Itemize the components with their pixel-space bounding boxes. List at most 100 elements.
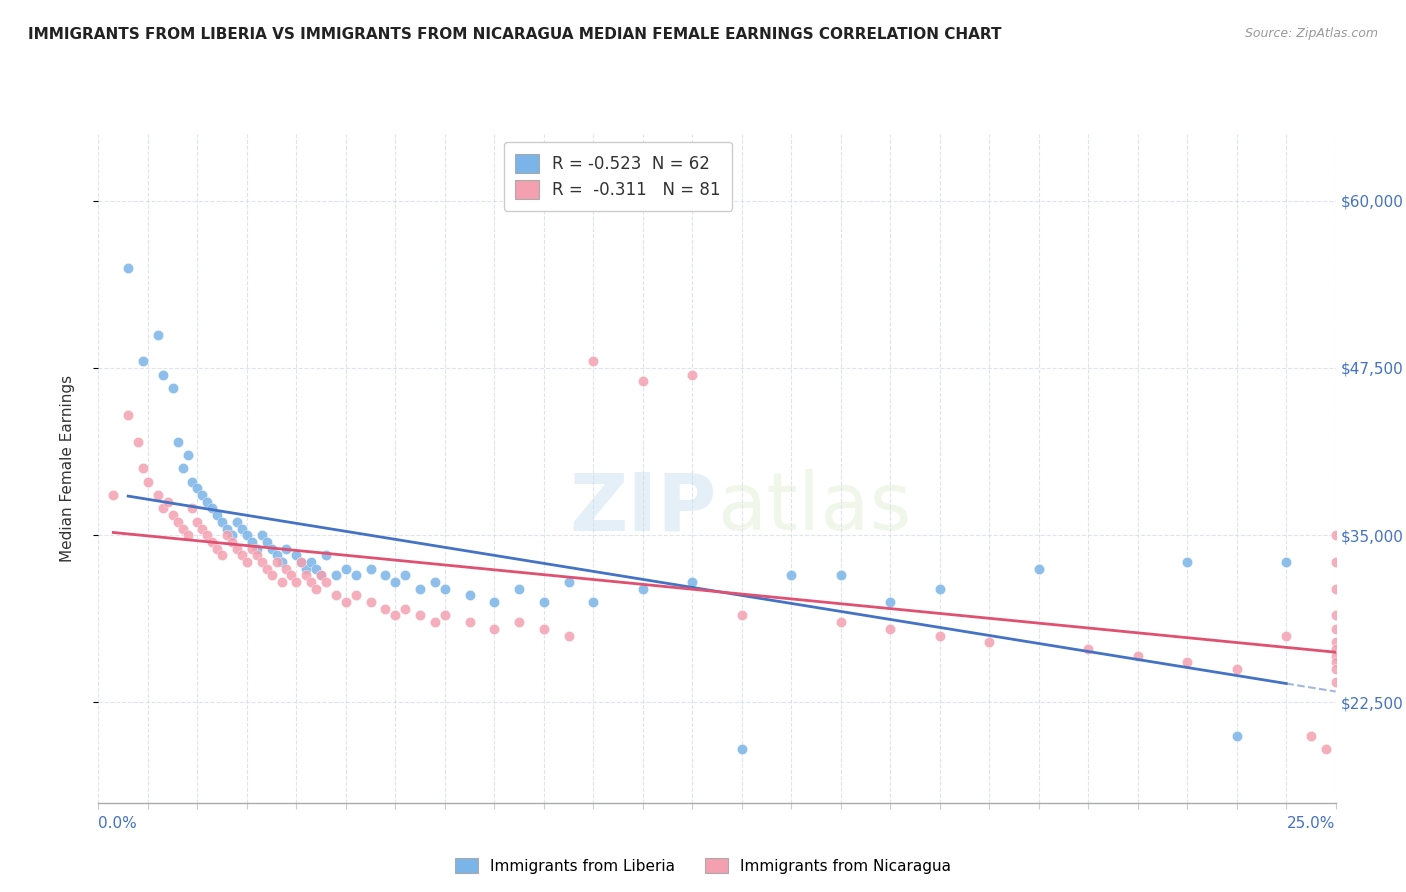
Point (285, 548, 308, 563)
Point (103, 488, 125, 502)
Point (1324, 582, 1347, 596)
Point (1324, 642, 1347, 657)
Text: ZIP: ZIP (569, 469, 717, 548)
Point (423, 615, 446, 630)
Point (433, 608, 456, 623)
Point (132, 461, 155, 475)
Point (195, 528, 218, 542)
Point (231, 548, 253, 563)
Point (231, 521, 253, 535)
Point (1324, 528, 1347, 542)
Point (1126, 648, 1149, 663)
Point (186, 515, 208, 529)
Point (299, 555, 322, 569)
Point (681, 575, 703, 590)
Point (1324, 662, 1347, 676)
Point (136, 475, 159, 489)
Point (1324, 555, 1347, 569)
Point (146, 488, 169, 502)
Point (384, 608, 406, 623)
Point (1299, 729, 1322, 743)
Point (979, 635, 1001, 649)
Point (205, 541, 228, 556)
Point (191, 488, 214, 502)
Point (295, 568, 318, 582)
Point (166, 434, 188, 449)
Y-axis label: Median Female Earnings: Median Female Earnings (60, 375, 75, 562)
Point (309, 568, 332, 582)
Point (582, 354, 605, 368)
Point (1028, 562, 1050, 576)
Point (201, 535, 224, 549)
Text: 25.0%: 25.0% (1288, 816, 1336, 831)
Point (205, 508, 228, 523)
Point (409, 608, 432, 623)
Point (256, 535, 278, 549)
Point (266, 555, 288, 569)
Point (152, 368, 174, 382)
Point (166, 515, 188, 529)
Point (195, 494, 218, 508)
Point (266, 548, 288, 563)
Point (201, 501, 224, 516)
Point (290, 555, 312, 569)
Point (533, 622, 555, 636)
Point (325, 589, 347, 603)
Point (1324, 655, 1347, 669)
Point (132, 354, 155, 368)
Point (226, 541, 249, 556)
Point (156, 494, 179, 508)
Point (394, 602, 416, 616)
Point (344, 589, 367, 603)
Point (360, 562, 382, 576)
Point (423, 575, 446, 590)
Point (152, 501, 174, 516)
Text: IMMIGRANTS FROM LIBERIA VS IMMIGRANTS FROM NICARAGUA MEDIAN FEMALE EARNINGS CORR: IMMIGRANTS FROM LIBERIA VS IMMIGRANTS FR… (28, 27, 1001, 42)
Point (1226, 729, 1249, 743)
Point (191, 521, 214, 535)
Point (290, 555, 312, 569)
Text: Source: ZipAtlas.com: Source: ZipAtlas.com (1244, 27, 1378, 40)
Point (335, 562, 357, 576)
Point (394, 568, 416, 582)
Point (315, 548, 337, 563)
Point (1324, 622, 1347, 636)
Point (557, 628, 579, 642)
Point (256, 562, 278, 576)
Point (250, 555, 273, 569)
Point (458, 589, 481, 603)
Point (508, 582, 530, 596)
Point (344, 568, 367, 582)
Point (433, 582, 456, 596)
Point (1175, 555, 1198, 569)
Point (186, 482, 208, 496)
Point (211, 515, 233, 529)
Point (1275, 555, 1298, 569)
Point (295, 562, 318, 576)
Point (236, 528, 259, 542)
Point (484, 622, 506, 636)
Point (246, 541, 269, 556)
Point (928, 628, 950, 642)
Point (384, 575, 406, 590)
Point (830, 568, 852, 582)
Point (631, 582, 654, 596)
Point (879, 622, 901, 636)
Point (582, 595, 605, 609)
Point (1226, 662, 1249, 676)
Text: atlas: atlas (717, 469, 911, 548)
Point (285, 575, 308, 590)
Point (240, 541, 263, 556)
Point (270, 555, 292, 569)
Point (1324, 675, 1347, 690)
Point (557, 575, 579, 590)
Point (117, 408, 139, 422)
Point (250, 528, 273, 542)
Point (1315, 742, 1337, 756)
Point (181, 501, 204, 516)
Point (217, 521, 239, 535)
Point (315, 575, 337, 590)
Point (276, 541, 298, 556)
Point (146, 327, 169, 342)
Point (309, 568, 332, 582)
